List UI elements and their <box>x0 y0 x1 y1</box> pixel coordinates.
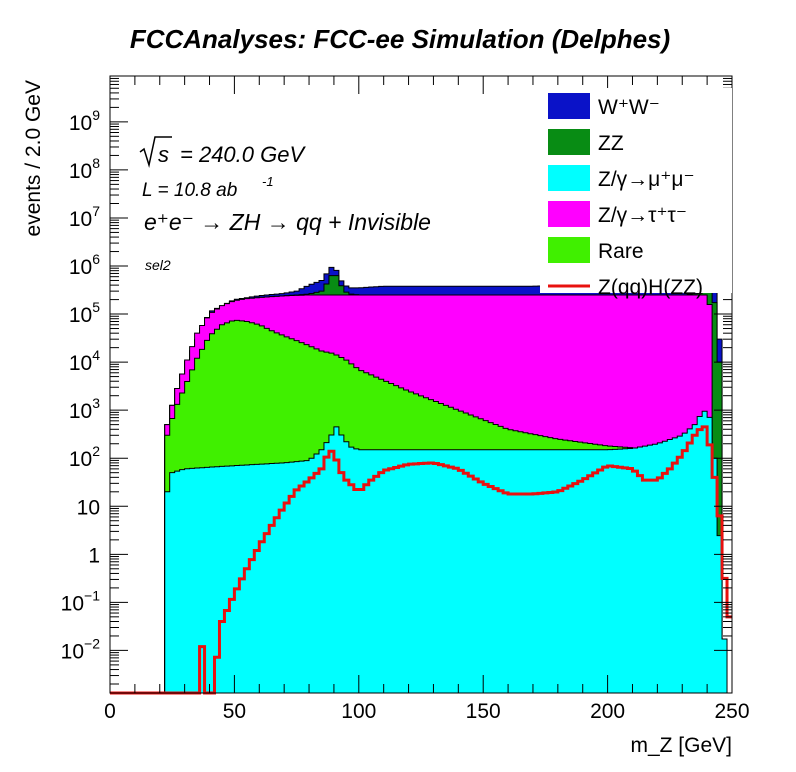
y-tick-label: 10−1 <box>61 587 101 615</box>
legend-entry-rare: Rare <box>548 237 644 263</box>
signal-line <box>110 425 732 695</box>
legend-swatch <box>548 93 590 119</box>
annotation-sqrt-s: s = 240.0 GeV <box>139 136 306 168</box>
x-axis-ticks: 0 50 100 150 200 250 <box>104 76 750 723</box>
y-tick-label: 108 <box>69 155 100 183</box>
y-tick-label: 10 <box>77 496 100 519</box>
y-tick-label: 1 <box>88 544 100 567</box>
y-tick-label: 102 <box>69 443 100 471</box>
sqrt-s-value: = 240.0 GeV <box>180 142 306 167</box>
legend-entry-zz: ZZ <box>548 129 624 155</box>
plot-frame <box>109 75 733 694</box>
annotation-process: e⁺e⁻ → ZH → qq + Invisible <box>144 209 431 235</box>
lumi-text: L = 10.8 ab <box>142 180 237 201</box>
y-tick-label: 10−2 <box>61 635 101 663</box>
sqrt-s-symbol: s <box>158 142 169 167</box>
x-tick-label: 250 <box>714 700 749 723</box>
legend-swatch <box>548 165 590 191</box>
legend-label: ZZ <box>598 132 624 155</box>
lumi-exponent: -1 <box>262 174 274 189</box>
legend-swatch <box>548 129 590 155</box>
x-tick-label: 0 <box>104 700 116 723</box>
y-tick-label: 107 <box>69 203 100 231</box>
legend-label: Z/γ→τ⁺τ⁻ <box>598 204 687 227</box>
legend-label: Z/γ→μ⁺μ⁻ <box>598 168 695 191</box>
legend-entry-z: Z/γ→τ⁺τ⁻ <box>548 201 687 227</box>
legend-label: W⁺W⁻ <box>598 96 660 119</box>
y-tick-label: 103 <box>69 395 100 423</box>
legend-label: Z(qq)H(ZZ) <box>598 276 703 299</box>
sqrt-symbol <box>139 136 172 168</box>
x-tick-label: 100 <box>341 700 376 723</box>
chart-title: FCCAnalyses: FCC-ee Simulation (Delphes) <box>130 24 670 54</box>
y-axis-label: events / 2.0 GeV <box>22 80 45 236</box>
annotation-lumi: L = 10.8 ab -1 <box>142 174 274 201</box>
y-tick-label: 104 <box>69 347 100 375</box>
x-tick-label: 150 <box>466 700 501 723</box>
legend-entry-w-w: W⁺W⁻ <box>548 93 660 119</box>
legend-entry-z-qq-h-zz: Z(qq)H(ZZ) <box>548 276 703 299</box>
y-tick-label: 109 <box>69 107 100 135</box>
y-tick-label: 106 <box>69 251 100 279</box>
y-tick-label: 105 <box>69 299 100 327</box>
legend-swatch <box>548 201 590 227</box>
legend-label: Rare <box>598 240 644 263</box>
legend-swatch <box>548 237 590 263</box>
x-tick-label: 50 <box>223 700 246 723</box>
series-z-qq-h-zz-line <box>110 425 732 695</box>
x-axis-label: m_Z [GeV] <box>630 734 732 757</box>
annotation-selection: sel2 <box>145 257 171 273</box>
legend: W⁺W⁻ ZZ Z/γ→μ⁺μ⁻ Z/γ→τ⁺τ⁻ Rare Z(qq)H(ZZ) <box>540 88 732 299</box>
x-tick-label: 200 <box>590 700 625 723</box>
legend-entry-z: Z/γ→μ⁺μ⁻ <box>548 165 695 191</box>
